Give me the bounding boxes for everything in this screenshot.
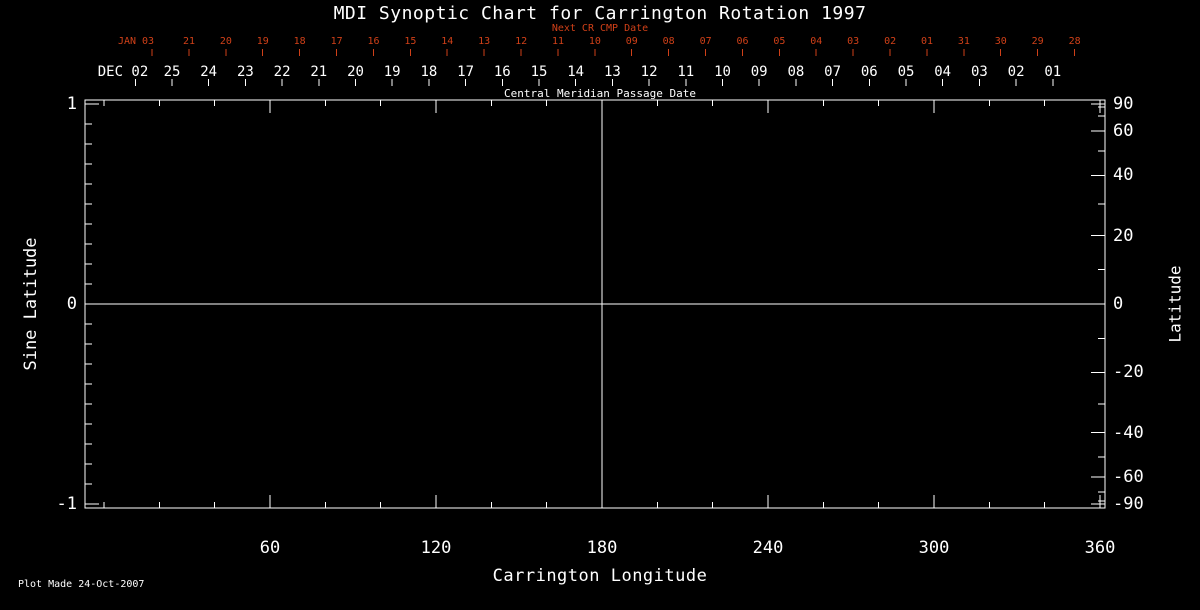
cmp-date-label: 17 (457, 64, 475, 80)
next-cr-date-label: 09 (625, 36, 638, 47)
cmp-date-label: 06 (860, 64, 878, 80)
next-cr-date-label: 07 (699, 36, 712, 47)
latitude-tick-label: 90 (1113, 94, 1134, 114)
next-cr-date-label: 14 (441, 36, 454, 47)
next-cr-date-label: 30 (994, 36, 1007, 47)
cmp-date-label: 16 (493, 64, 511, 80)
longitude-tick-label: 300 (918, 538, 950, 558)
cmp-date-label: 12 (640, 64, 658, 80)
next-cr-date-label: 05 (773, 36, 786, 47)
next-cr-date-label: 17 (330, 36, 343, 47)
next-cr-date-label: 15 (404, 36, 417, 47)
next-cr-date-label: 21 (182, 36, 196, 47)
cmp-date-label: 08 (787, 64, 805, 80)
cmp-date-label: 24 (200, 64, 218, 80)
cmp-date-label: 09 (750, 64, 768, 80)
next-cr-date-label: JAN 03 (117, 36, 155, 47)
next-cr-date-label: 06 (736, 36, 749, 47)
cmp-date-label: 01 (1044, 64, 1062, 80)
cmp-date-label: 20 (347, 64, 364, 80)
latitude-tick-label: 20 (1113, 225, 1134, 246)
cmp-date-label: 23 (236, 64, 254, 80)
next-cr-date-label: 02 (884, 36, 897, 47)
next-cr-date-label: 03 (847, 36, 860, 47)
plot-made-note: Plot Made 24-Oct-2007 (18, 579, 145, 590)
cmp-date-label: 07 (824, 64, 842, 80)
next-cr-cmp-date-label: Next CR CMP Date (551, 23, 649, 34)
next-cr-date-label: 20 (219, 36, 232, 47)
latitude-tick-label: 0 (1113, 294, 1124, 314)
cmp-date-label: 04 (934, 64, 952, 80)
next-cr-date-label: 29 (1031, 36, 1044, 47)
cmp-date-label: 14 (567, 64, 585, 80)
cmp-date-label: 22 (273, 64, 291, 80)
sine-latitude-tick-label: 1 (66, 94, 77, 114)
longitude-tick-label: 240 (752, 538, 784, 558)
cmp-date-label: 18 (420, 64, 438, 80)
next-cr-date-label: 11 (551, 36, 565, 47)
latitude-tick-label: 60 (1113, 120, 1134, 141)
cmp-date-label: 11 (677, 64, 695, 80)
left-axis-title: Sine Latitude (21, 237, 41, 371)
sine-latitude-tick-label: 0 (66, 294, 77, 314)
next-cr-date-label: 10 (588, 36, 601, 47)
next-cr-date-label: 16 (367, 36, 380, 47)
chart-title: MDI Synoptic Chart for Carrington Rotati… (333, 3, 867, 24)
next-cr-date-label: 13 (478, 36, 491, 47)
next-cr-date-label: 19 (256, 36, 269, 47)
next-cr-date-label: 18 (293, 36, 306, 47)
next-cr-date-label: 04 (810, 36, 823, 47)
cmp-date-label: DEC 02 (97, 64, 149, 80)
cmp-date-label: 03 (970, 64, 988, 80)
cmp-date-label: 02 (1007, 64, 1025, 80)
next-cr-date-label: 12 (515, 36, 528, 47)
cmp-date-label: 19 (383, 64, 401, 80)
cmp-axis-caption: Central Meridian Passage Date (503, 87, 697, 100)
sine-latitude-tick-label: -1 (56, 494, 77, 514)
latitude-tick-label: -40 (1113, 422, 1144, 443)
next-cr-date-label: 28 (1068, 36, 1081, 47)
latitude-tick-label: -20 (1113, 362, 1144, 383)
cmp-date-label: 25 (163, 64, 181, 80)
longitude-tick-label: 120 (420, 538, 452, 558)
cmp-date-label: 10 (714, 64, 731, 80)
cmp-date-label: 15 (530, 64, 548, 80)
longitude-tick-label: 60 (259, 538, 281, 558)
next-cr-date-label: 08 (662, 36, 675, 47)
cmp-date-label: 21 (310, 64, 328, 80)
latitude-tick-label: -60 (1113, 467, 1144, 488)
cmp-date-label: 05 (897, 64, 915, 80)
right-axis-title: Latitude (1165, 265, 1185, 343)
x-axis-title: Carrington Longitude (492, 566, 708, 586)
cmp-date-label: 13 (603, 64, 621, 80)
next-cr-date-label: 31 (957, 36, 970, 47)
latitude-tick-label: -90 (1113, 494, 1144, 514)
longitude-tick-label: 180 (586, 538, 618, 558)
next-cr-date-label: 01 (920, 36, 934, 47)
latitude-tick-label: 40 (1113, 165, 1134, 186)
longitude-tick-label: 360 (1084, 538, 1116, 558)
